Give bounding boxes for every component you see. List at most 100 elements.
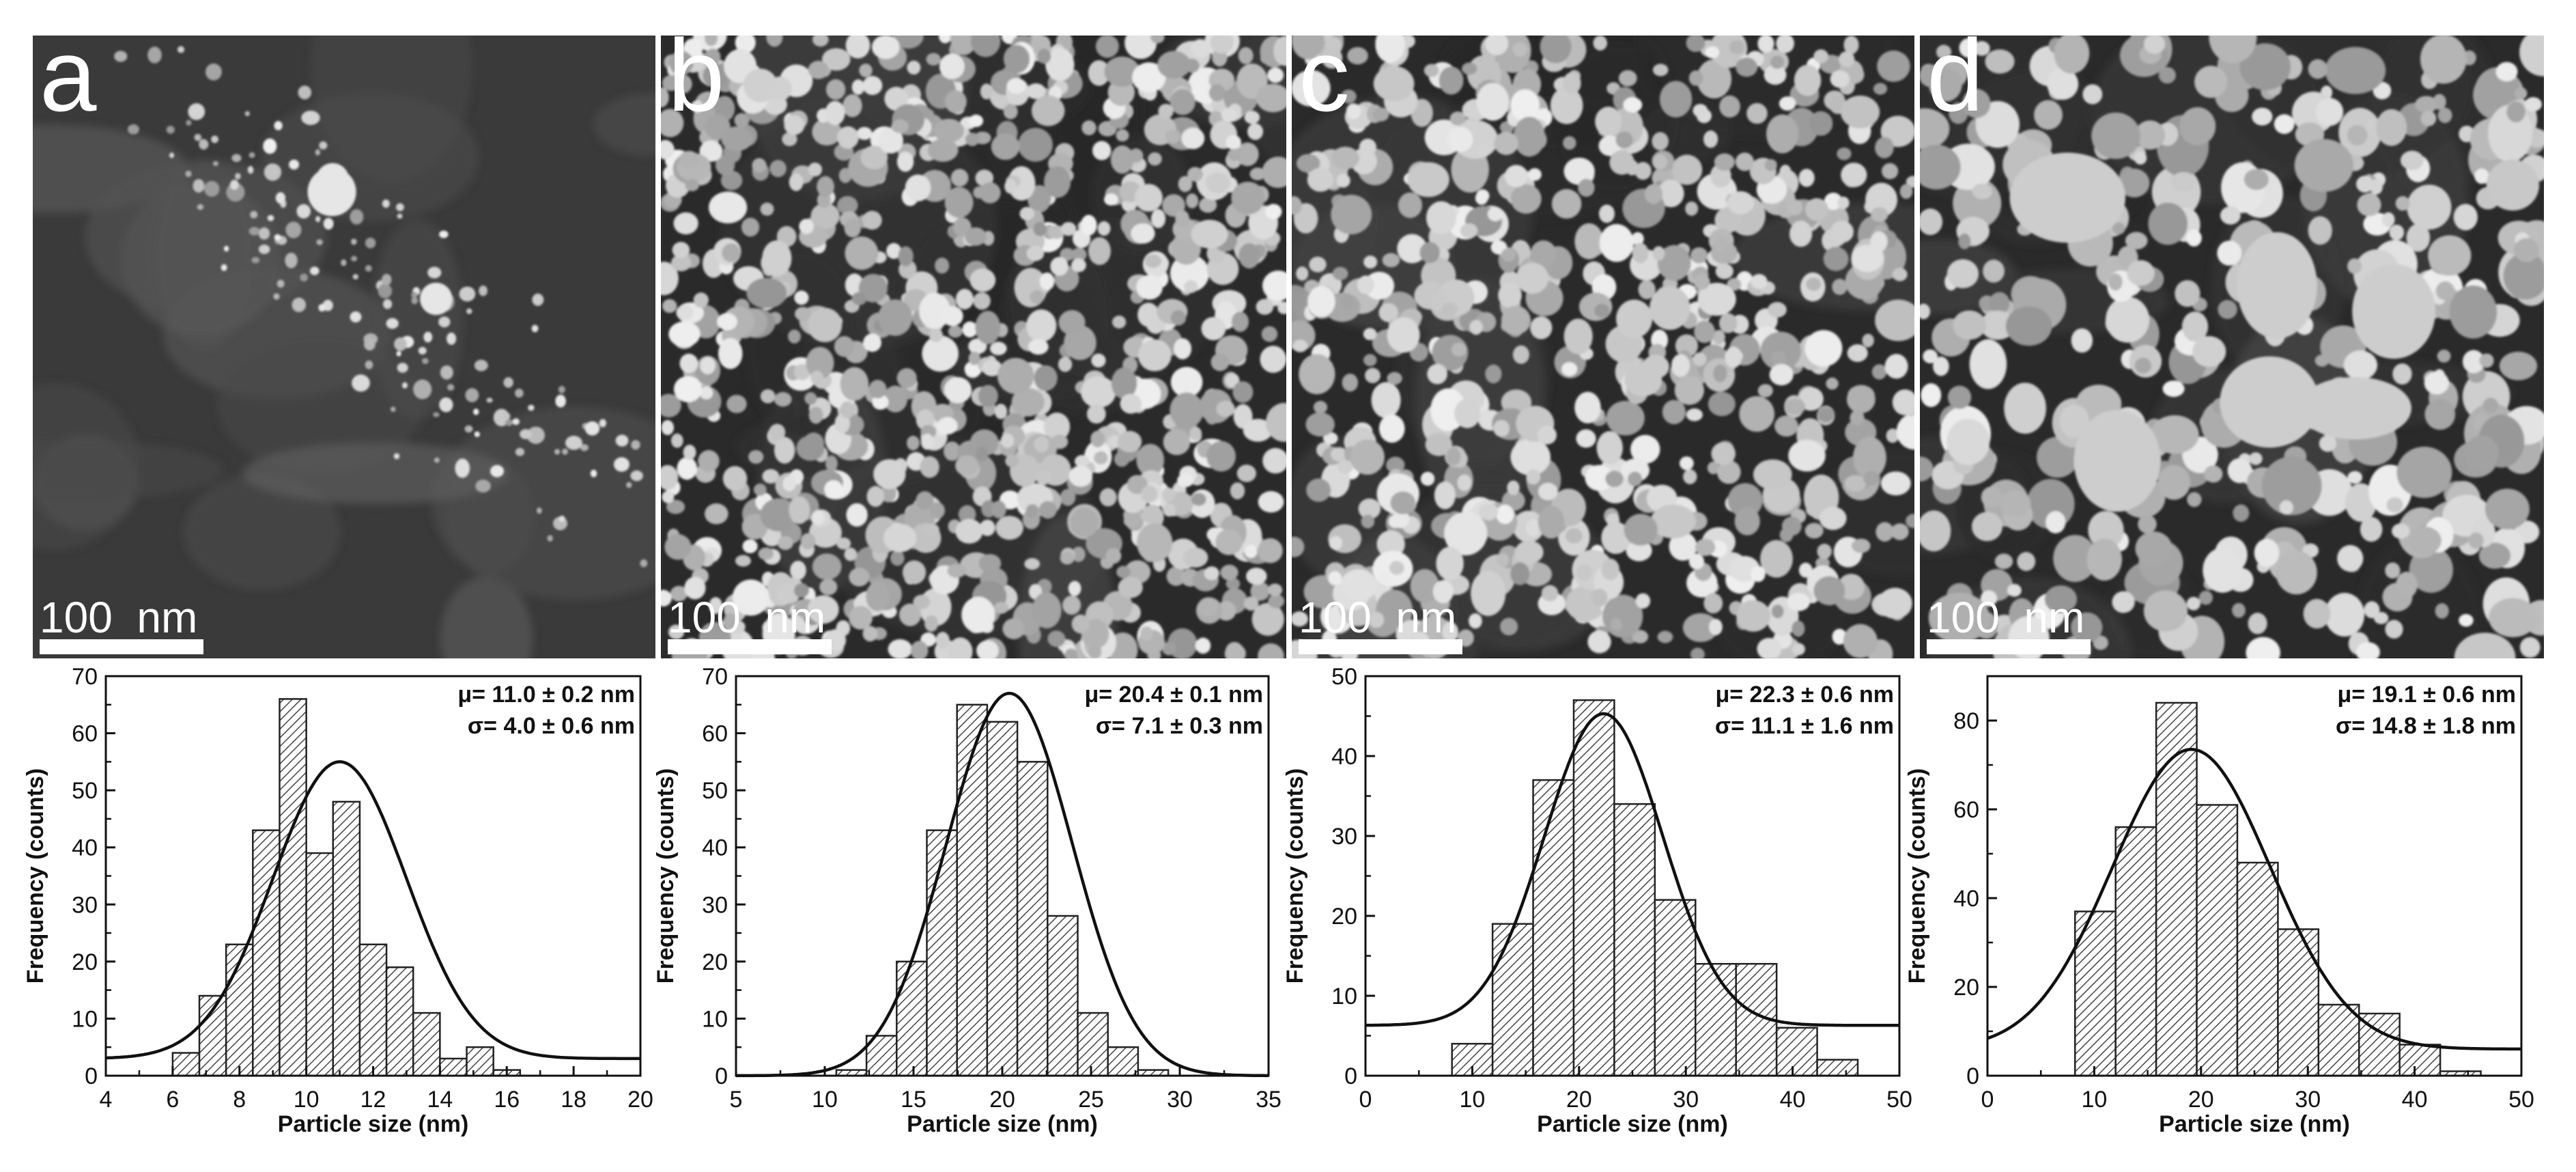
x-tick-label: 40 xyxy=(2402,1087,2428,1113)
y-tick-label: 10 xyxy=(702,1006,728,1032)
histogram-c: 0 10 20 30 40 50 0 10 20 30 40 50 Particle size (nm)… xyxy=(1282,664,1912,1137)
histogram-bar xyxy=(1572,699,1615,1077)
micrograph-panel-b: b 100 nm xyxy=(661,18,1286,658)
x-tick-label: 5 xyxy=(730,1087,743,1113)
fit-annotation: μ= 19.1 ± 0.6 nm xyxy=(2337,682,2516,708)
x-tick-label: 15 xyxy=(901,1087,926,1113)
y-tick-label: 40 xyxy=(1331,744,1357,770)
y-axis-label: Frequency (counts) xyxy=(1904,768,1930,983)
histogram-d: 0 10 20 30 40 50 0 20 40 60 80 Particle size (nm) Fr… xyxy=(1904,675,2534,1137)
x-tick-label: 12 xyxy=(360,1087,386,1113)
histogram-bar xyxy=(1491,923,1534,1077)
y-tick-label: 0 xyxy=(1966,1063,1979,1089)
histogram-bar xyxy=(2277,928,2320,1077)
histogram-bar xyxy=(2196,804,2239,1077)
x-tick-label: 18 xyxy=(561,1087,586,1113)
x-tick-label: 50 xyxy=(1886,1087,1912,1113)
y-tick-label: 40 xyxy=(702,835,728,861)
histogram-bar xyxy=(1077,1011,1109,1077)
histogram-bar xyxy=(1613,803,1656,1077)
x-tick-label: 50 xyxy=(2508,1087,2534,1113)
y-tick-label: 50 xyxy=(1331,664,1357,690)
y-tick-label: 0 xyxy=(85,1063,98,1089)
x-tick-label: 10 xyxy=(2081,1087,2107,1113)
y-tick-label: 60 xyxy=(1953,797,1979,823)
x-tick-label: 20 xyxy=(2188,1087,2214,1113)
x-axis-label: Particle size (nm) xyxy=(2159,1111,2350,1137)
fit-annotation: μ= 22.3 ± 0.6 nm xyxy=(1715,682,1894,708)
panel-letter: a xyxy=(40,18,97,132)
y-tick-label: 30 xyxy=(1331,824,1357,850)
histogram-bar xyxy=(466,1046,494,1077)
x-tick-label: 4 xyxy=(100,1087,113,1113)
y-axis-label: Frequency (counts) xyxy=(653,768,679,983)
x-tick-label: 40 xyxy=(1780,1087,1806,1113)
histogram-bar xyxy=(332,800,361,1077)
histogram-bar xyxy=(1695,962,1737,1077)
micrograph-panel-d: d 100 nm xyxy=(1920,18,2544,658)
histogram-bar xyxy=(1107,1046,1140,1077)
x-tick-label: 10 xyxy=(294,1087,320,1113)
x-tick-label: 0 xyxy=(1981,1087,1994,1113)
fit-annotation: σ= 14.8 ± 1.8 nm xyxy=(2336,713,2516,739)
scale-bar-label: 100 nm xyxy=(40,593,197,642)
histogram-bar xyxy=(279,698,307,1077)
scale-bar xyxy=(40,639,203,654)
y-tick-label: 80 xyxy=(1953,708,1979,734)
x-tick-label: 16 xyxy=(494,1087,520,1113)
panel-letter: b xyxy=(668,18,724,132)
x-axis-label: Particle size (nm) xyxy=(278,1111,469,1137)
x-tick-label: 0 xyxy=(1359,1087,1372,1113)
scale-bar-label: 100 nm xyxy=(668,593,825,642)
panel-letter: c xyxy=(1299,18,1350,132)
y-tick-label: 50 xyxy=(702,778,728,804)
x-tick-label: 6 xyxy=(166,1087,179,1113)
y-tick-label: 30 xyxy=(72,892,98,918)
scale-bar-label: 100 nm xyxy=(1299,593,1456,642)
histogram-bar xyxy=(2155,701,2198,1077)
y-tick-label: 20 xyxy=(72,949,98,975)
x-tick-label: 20 xyxy=(1566,1087,1592,1113)
x-axis-label: Particle size (nm) xyxy=(907,1111,1098,1137)
histogram-bar xyxy=(385,966,414,1077)
x-axis-label: Particle size (nm) xyxy=(1537,1111,1728,1137)
fit-annotation: σ= 11.1 ± 1.6 nm xyxy=(1715,713,1894,739)
scale-bar xyxy=(668,639,832,654)
y-tick-label: 10 xyxy=(72,1006,98,1032)
fit-annotation: μ= 11.0 ± 0.2 nm xyxy=(457,682,635,708)
x-tick-label: 25 xyxy=(1078,1087,1104,1113)
histogram-bar xyxy=(358,943,388,1077)
x-tick-label: 14 xyxy=(427,1087,453,1113)
x-tick-label: 30 xyxy=(1167,1087,1193,1113)
y-tick-label: 0 xyxy=(715,1063,728,1089)
histogram-bar xyxy=(2317,1003,2360,1077)
histogram-a: 4 6 8 10 12 14 16 18 20 0 10 20 30 40 50 60 70 Particle s… xyxy=(23,664,653,1137)
x-tick-label: 30 xyxy=(1673,1087,1699,1113)
x-tick-label: 35 xyxy=(1256,1087,1282,1113)
histogram-bar xyxy=(2073,910,2117,1077)
x-tick-label: 10 xyxy=(812,1087,838,1113)
histogram-bar xyxy=(1654,899,1697,1077)
histogram-bar xyxy=(896,960,928,1077)
histogram-bar xyxy=(956,703,989,1077)
x-tick-label: 30 xyxy=(2295,1087,2321,1113)
histogram-bar xyxy=(412,1011,441,1077)
x-tick-label: 10 xyxy=(1459,1087,1485,1113)
histogram-bar xyxy=(1016,761,1049,1077)
y-tick-label: 20 xyxy=(1953,975,1979,1001)
histogram-bar xyxy=(2236,861,2279,1077)
y-axis-label: Frequency (counts) xyxy=(1282,768,1308,983)
fit-annotation: σ= 4.0 ± 0.6 nm xyxy=(468,713,635,739)
x-tick-label: 8 xyxy=(233,1087,246,1113)
micrograph-panel-a: a 100 nm xyxy=(33,18,655,658)
histogram-b: 5 10 15 20 25 30 35 0 10 20 30 40 50 60 70 Particle siz… xyxy=(653,664,1282,1137)
histogram-bar xyxy=(926,829,958,1077)
histogram-bar xyxy=(225,943,254,1077)
histogram-bar xyxy=(1816,1059,1859,1077)
y-tick-label: 40 xyxy=(1953,886,1979,912)
gaussian-fit-curve xyxy=(1365,712,1899,1027)
x-tick-label: 20 xyxy=(627,1087,653,1113)
scale-bar xyxy=(1299,639,1462,654)
fit-annotation: σ= 7.1 ± 0.3 nm xyxy=(1096,713,1263,739)
